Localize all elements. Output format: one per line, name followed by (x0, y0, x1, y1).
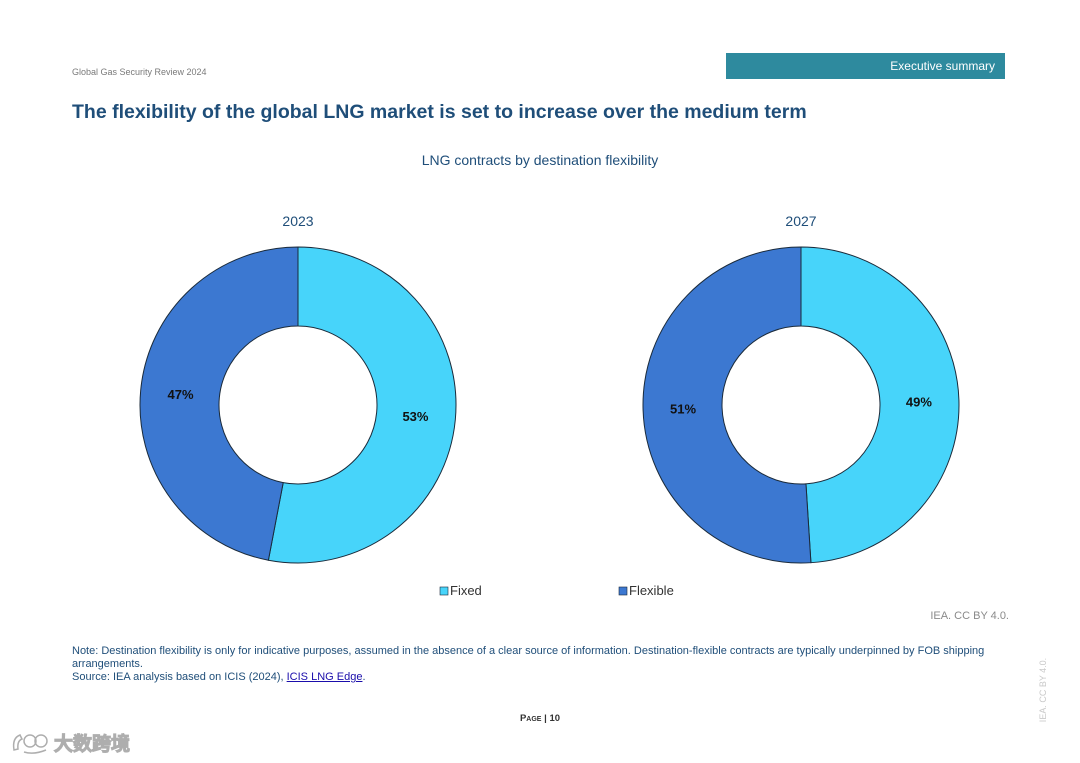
page-number-value: 10 (549, 713, 561, 724)
license-label: IEA. CC BY 4.0. (930, 610, 1009, 622)
source-line: Source: IEA analysis based on ICIS (2024… (72, 671, 997, 684)
slice-label-2027-fixed: 49% (906, 394, 932, 409)
donut-year-label-2027: 2027 (785, 213, 816, 229)
donut-slice-2027-fixed (800, 246, 960, 564)
legend-label-flexible: Flexible (629, 583, 674, 598)
slice-label-2023-flexible: 47% (168, 387, 194, 402)
source-link[interactable]: ICIS LNG Edge (286, 671, 363, 683)
slice-label-2027-flexible: 51% (670, 402, 696, 417)
notes: Note: Destination flexibility is only fo… (72, 645, 997, 684)
section-tab: Executive summary (726, 53, 1005, 79)
source-suffix: . (362, 671, 366, 683)
watermark-logo-icon (12, 733, 48, 754)
chart-title: LNG contracts by destination flexibility (421, 152, 659, 168)
donut-slice-2023-fixed (267, 246, 457, 564)
watermark: 大数跨境 (10, 729, 131, 756)
page-number: Page | 10 (0, 713, 1080, 724)
legend-swatch-fixed (439, 586, 449, 596)
slice-label-2023-fixed: 53% (402, 409, 428, 424)
source-prefix: Source: IEA analysis based on ICIS (2024… (72, 671, 287, 683)
legend-label-fixed: Fixed (450, 583, 482, 598)
note-text: Note: Destination flexibility is only fo… (72, 645, 985, 670)
legend-swatch-flexible (618, 586, 628, 596)
watermark-text: 大数跨境 (53, 734, 131, 756)
donut-slice-2027-flexible (642, 246, 812, 564)
page-label: Page (519, 713, 542, 724)
donut-slice-2023-flexible (139, 246, 299, 561)
report-name: Global Gas Security Review 2024 (72, 67, 207, 77)
side-license: IEA. CC BY 4.0. (1038, 657, 1048, 723)
donut-year-label-2023: 2023 (282, 213, 313, 229)
page-separator: | (544, 713, 547, 724)
page-title: The flexibility of the global LNG market… (72, 101, 807, 123)
